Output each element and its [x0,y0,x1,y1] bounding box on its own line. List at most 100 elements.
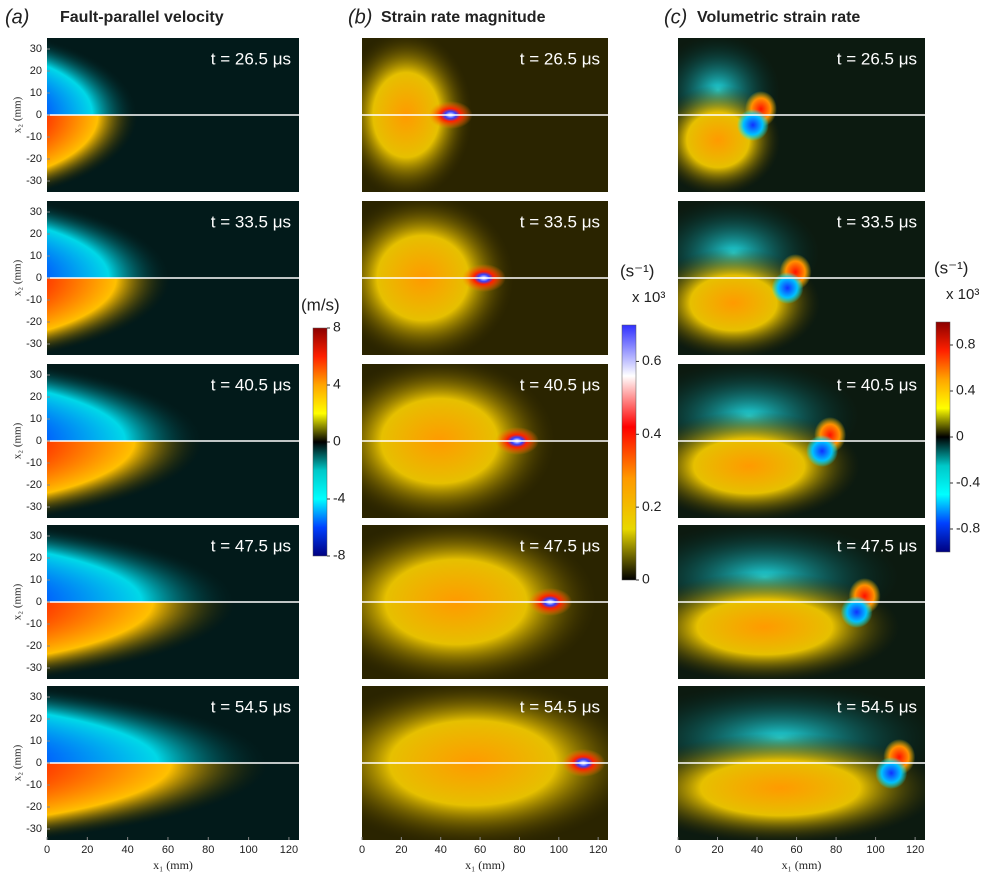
y-tick-label: -10 [26,131,42,143]
x-tick-label: 80 [830,844,842,856]
y-tick-label: -10 [26,618,42,630]
panel-title: Volumetric strain rate [697,9,860,26]
panel [362,686,608,840]
colorbar-exponent: x 10³ [946,286,979,303]
x-tick-label: 80 [513,844,525,856]
y-tick-label: 20 [30,552,42,564]
field-lower [47,602,236,679]
field-upper [47,364,204,441]
time-label: t = 33.5 μs [520,212,600,231]
time-label: t = 47.5 μs [520,536,600,555]
y-tick-label: -20 [26,316,42,328]
panel-label: (b) [348,6,372,28]
y-tick-label: 10 [30,87,42,99]
y-tick-label: -30 [26,823,42,835]
colorbar-label: (s⁻¹) [620,261,654,280]
x-tick-label: 120 [280,844,298,856]
colorbar-label: (m/s) [301,295,340,314]
x-tick-label: 40 [751,844,763,856]
x-tick-label: 100 [550,844,568,856]
field-upper [47,201,171,278]
panel [678,525,925,679]
colorbar [621,324,637,581]
colorbar-label: (s⁻¹) [934,258,968,277]
field-upper [47,38,138,115]
y-tick-label: -30 [26,501,42,513]
colorbar-tick-label: 0 [333,433,341,449]
time-label: t = 26.5 μs [520,49,600,68]
colorbar-tick-label: 4 [333,376,341,392]
time-label: t = 54.5 μs [520,697,600,716]
panel [47,525,299,679]
x-axis-label: x₁ (mm) [153,858,193,872]
field-upper [47,686,269,763]
field-front-neg [771,272,804,304]
y-tick-label: 10 [30,250,42,262]
colorbar-tick-label: 0.2 [642,498,662,514]
y-tick-label: -30 [26,662,42,674]
x-tick-label: 20 [711,844,723,856]
colorbar-exponent: x 10³ [632,289,665,306]
time-label: t = 33.5 μs [837,212,917,231]
y-axis-label: x₂ (mm) [12,422,24,459]
y-tick-label: 30 [30,691,42,703]
x-tick-label: 100 [239,844,257,856]
y-tick-label: 0 [36,109,42,121]
x-tick-label: 80 [202,844,214,856]
y-tick-label: 10 [30,413,42,425]
y-tick-label: 30 [30,206,42,218]
colorbar-tick-label: 0.4 [956,382,976,398]
y-tick-label: -10 [26,779,42,791]
field-lower [678,572,900,679]
y-tick-label: 10 [30,735,42,747]
y-tick-label: -20 [26,153,42,165]
field-front-neg [736,109,769,141]
y-tick-label: 0 [36,596,42,608]
colorbar-tick-label: 0 [956,428,964,444]
panel [678,364,925,518]
x-tick-label: 0 [359,844,365,856]
colorbar-tick-label: 8 [333,319,341,335]
field-lower [47,278,171,355]
y-tick-label: -30 [26,338,42,350]
colorbar-tick-label: -8 [333,547,346,563]
colorbar-tick-label: 0 [642,571,650,587]
field-lower [47,763,269,840]
time-label: t = 33.5 μs [211,212,291,231]
field-front-neg [806,435,839,467]
y-tick-label: -30 [26,175,42,187]
panel [362,38,608,192]
time-label: t = 47.5 μs [837,536,917,555]
x-axis-label: x₁ (mm) [465,858,505,872]
x-tick-label: 20 [395,844,407,856]
time-label: t = 54.5 μs [837,697,917,716]
time-label: t = 47.5 μs [211,536,291,555]
time-label: t = 40.5 μs [211,375,291,394]
panel [47,38,299,192]
colorbar-tick-label: 0.8 [956,336,976,352]
time-label: t = 26.5 μs [211,49,291,68]
x-tick-label: 0 [675,844,681,856]
y-tick-label: 0 [36,272,42,284]
y-axis-label: x₂ (mm) [12,259,24,296]
time-label: t = 54.5 μs [211,697,291,716]
time-label: t = 40.5 μs [520,375,600,394]
panel [47,201,299,355]
field-lower [47,441,204,518]
panel [678,686,925,840]
colorbar-tick-label: 0.6 [642,352,662,368]
y-tick-label: 20 [30,65,42,77]
y-axis-label: x₂ (mm) [12,583,24,620]
time-label: t = 40.5 μs [837,375,917,394]
colorbar-tick-label: -4 [333,490,346,506]
panel [362,364,608,518]
y-tick-label: -10 [26,294,42,306]
field-upper [47,525,236,602]
y-tick-label: 30 [30,530,42,542]
colorbar-tick-label: -0.4 [956,474,980,490]
field-front-neg [840,596,873,628]
colorbar-tick-label: -0.8 [956,520,980,536]
x-tick-label: 120 [906,844,924,856]
panel-label: (a) [5,6,29,28]
